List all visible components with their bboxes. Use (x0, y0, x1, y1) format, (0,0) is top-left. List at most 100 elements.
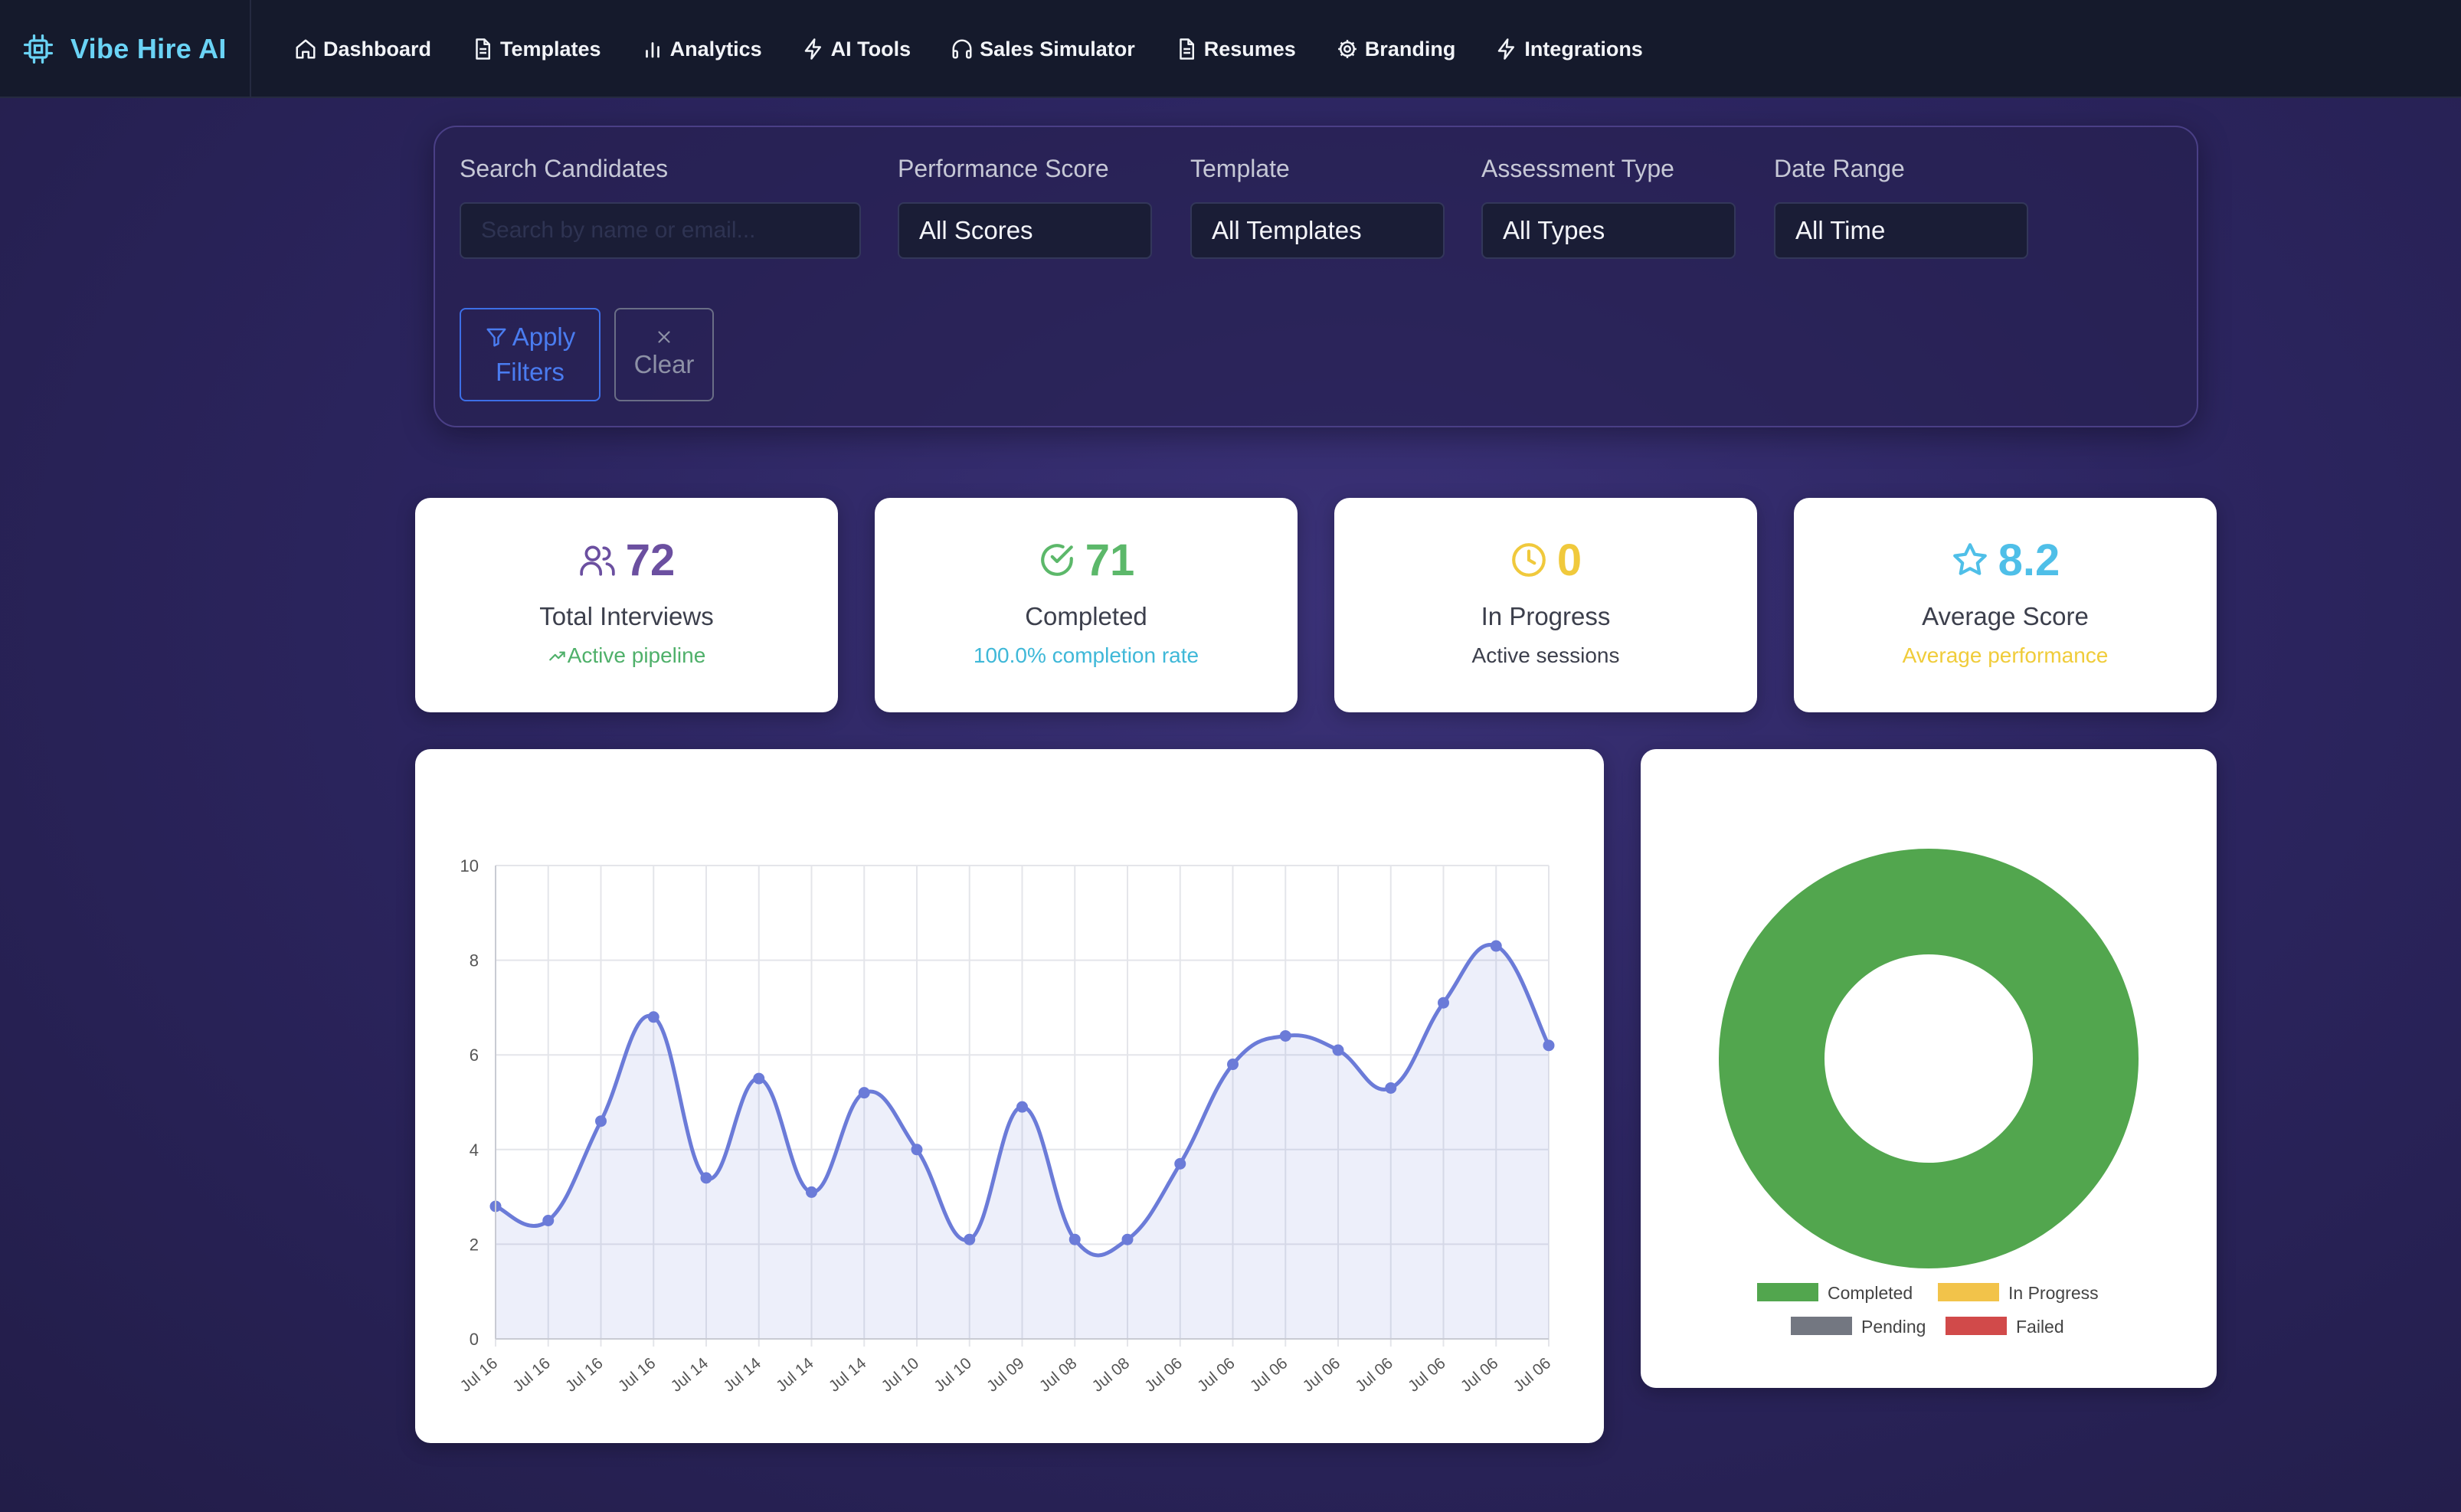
nav-item-label: AI Tools (830, 37, 911, 61)
stat-value: 8.2 (1998, 535, 2060, 585)
y-tick-label: 6 (470, 1046, 479, 1065)
y-tick-label: 10 (460, 856, 479, 875)
data-point[interactable] (1385, 1082, 1397, 1094)
performance-score-select[interactable]: All Scores (898, 202, 1152, 259)
template-label: Template (1190, 155, 1290, 182)
data-point[interactable] (1227, 1059, 1239, 1071)
stat-label: Total Interviews (539, 602, 714, 630)
top-navbar: Vibe Hire AI Dashboard Templates Analyti… (0, 0, 2461, 98)
x-tick-label: Jul 06 (1247, 1354, 1291, 1396)
x-tick-label: Jul 06 (1405, 1354, 1449, 1396)
stat-sub: 100.0% completion rate (973, 643, 1199, 667)
apply-filters-button[interactable]: Apply Filters (460, 308, 601, 401)
status-donut-chart-card: Completed In Progress Pending Failed (1641, 749, 2217, 1388)
nav-item-templates[interactable]: Templates (471, 38, 601, 61)
nav-item-branding[interactable]: Branding (1336, 37, 1456, 61)
data-point[interactable] (1543, 1039, 1555, 1052)
x-tick-label: Jul 10 (878, 1354, 922, 1396)
nav-item-label: Resumes (1203, 37, 1296, 61)
series-area (496, 944, 1549, 1339)
x-tick-label: Jul 14 (773, 1354, 817, 1396)
y-tick-label: 4 (470, 1141, 479, 1160)
data-point[interactable] (806, 1186, 817, 1198)
x-tick-label: Jul 16 (457, 1354, 501, 1396)
clock-icon (1511, 543, 1546, 577)
app-name: Vibe Hire AI (70, 33, 227, 64)
data-point[interactable] (858, 1087, 870, 1099)
legend-label[interactable]: Completed (1828, 1283, 1913, 1303)
assessment-type-label: Assessment Type (1481, 155, 1674, 182)
assessment-type-select[interactable]: All Types (1481, 202, 1736, 259)
nav-item-label: Branding (1364, 37, 1456, 61)
data-point[interactable] (1490, 940, 1502, 952)
series-line (495, 942, 1551, 1258)
data-point[interactable] (647, 1011, 659, 1023)
data-point[interactable] (964, 1233, 976, 1245)
stat-value: 72 (625, 535, 676, 585)
legend-label[interactable]: Failed (2016, 1317, 2064, 1337)
stat-label: In Progress (1481, 602, 1611, 630)
data-point[interactable] (911, 1144, 923, 1156)
data-point[interactable] (1016, 1101, 1028, 1113)
data-point[interactable] (542, 1215, 555, 1226)
nav-item-dashboard[interactable]: Dashboard (294, 38, 431, 61)
data-point[interactable] (753, 1072, 765, 1085)
data-point[interactable] (1438, 997, 1449, 1009)
legend-swatch (1791, 1317, 1852, 1335)
x-tick-label: Jul 06 (1299, 1354, 1343, 1396)
stat-sub: Active sessions (1471, 643, 1620, 667)
nav-item-resumes[interactable]: Resumes (1175, 38, 1296, 61)
x-tick-label: Jul 09 (983, 1354, 1028, 1396)
data-point[interactable] (1279, 1029, 1291, 1042)
users-icon (580, 545, 615, 576)
data-point[interactable] (595, 1115, 607, 1127)
star-icon (1952, 543, 1987, 575)
stat-sub: Average performance (1902, 643, 2109, 667)
brand[interactable]: Vibe Hire AI (0, 0, 251, 98)
nav-item-integrations[interactable]: Integrations (1495, 38, 1643, 61)
apply-label-line1: Apply (512, 322, 576, 351)
clear-label: Clear (633, 350, 695, 378)
donut-slice[interactable] (1719, 849, 2139, 1268)
data-point[interactable] (1332, 1044, 1344, 1056)
legend-label[interactable]: In Progress (2008, 1283, 2099, 1303)
chip-icon (23, 34, 54, 64)
x-tick-label: Jul 06 (1458, 1354, 1502, 1396)
data-point[interactable] (1174, 1157, 1186, 1170)
nav-item-ai-tools[interactable]: AI Tools (802, 38, 911, 61)
lightning-icon (804, 38, 821, 60)
nav-item-label: Templates (500, 37, 601, 61)
data-point[interactable] (1069, 1233, 1081, 1245)
x-tick-label: Jul 14 (667, 1354, 712, 1396)
lightning-icon (1498, 38, 1515, 60)
check-circle-icon (1040, 544, 1073, 576)
nav-item-label: Analytics (669, 37, 762, 61)
stat-label: Average Score (1922, 602, 2089, 630)
nav-item-label: Dashboard (323, 37, 432, 61)
x-tick-label: Jul 06 (1194, 1354, 1239, 1396)
home-icon (296, 39, 316, 59)
nav-item-sales-simulator[interactable]: Sales Simulator (951, 38, 1135, 61)
search-input[interactable] (460, 202, 861, 259)
stat-card-total-interviews: 72 Total Interviews Active pipeline (415, 498, 838, 712)
x-tick-label: Jul 16 (615, 1354, 659, 1396)
stat-card-completed: 71 Completed 100.0% completion rate (875, 498, 1298, 712)
nav-item-analytics[interactable]: Analytics (641, 38, 762, 61)
search-label: Search Candidates (460, 155, 669, 182)
template-select[interactable]: All Templates (1190, 202, 1445, 259)
clear-filters-button[interactable]: Clear (614, 308, 714, 401)
legend-label[interactable]: Pending (1861, 1317, 1926, 1337)
trending-up-icon (548, 651, 565, 661)
legend-swatch (1938, 1283, 1999, 1301)
headphones-icon (952, 39, 972, 59)
filter-panel: Search Candidates Performance Score All … (434, 126, 2198, 427)
apply-label-line2: Filters (496, 358, 565, 386)
score-trend-chart-card: 0 2 4 6 8 10 Jul 16 Jul 16 Jul 16 Jul 16 Jul 14 Jul… (415, 749, 1604, 1443)
date-range-label: Date Range (1774, 155, 1905, 182)
stat-sub: Active pipeline (567, 643, 706, 667)
data-point[interactable] (1121, 1233, 1134, 1245)
x-tick-label: Jul 08 (1036, 1354, 1081, 1396)
data-point[interactable] (700, 1172, 712, 1184)
date-range-select[interactable]: All Time (1774, 202, 2028, 259)
document-icon (476, 38, 491, 60)
